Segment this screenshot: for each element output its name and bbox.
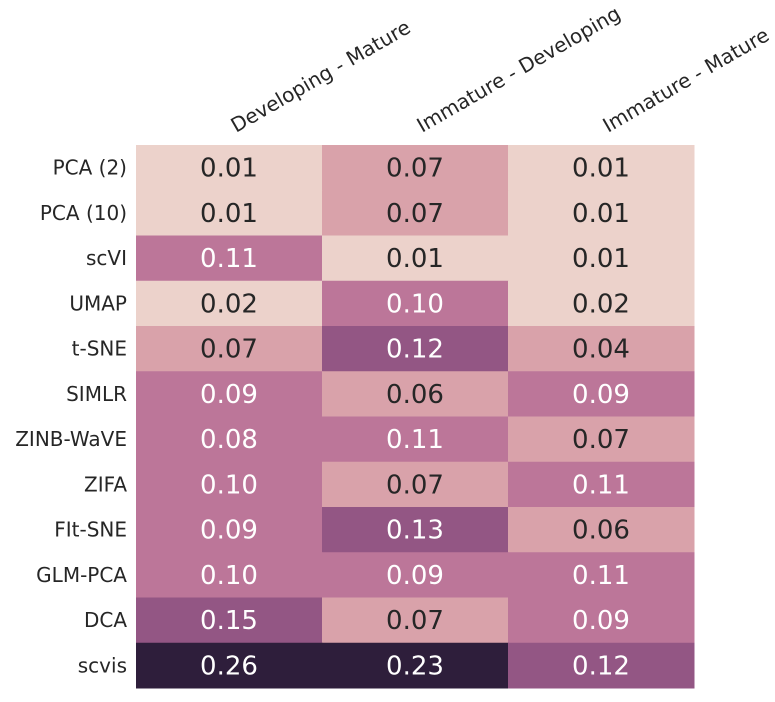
row-label-fit-sne: FIt-SNE	[54, 518, 127, 542]
cell-value-label: 0.01	[572, 244, 630, 274]
heatmap-cell-dca-3	[508, 597, 695, 644]
row-label-pca-2: PCA (2)	[53, 156, 127, 180]
heatmap-cell-glm-pca-3	[508, 552, 695, 598]
cell-value-label: 0.12	[386, 335, 444, 365]
cell-value-label: 0.13	[386, 516, 444, 546]
heatmap-cell-pca-10-3	[508, 190, 695, 236]
heatmap-cell-t-sne-2	[322, 326, 509, 372]
row-label-t-sne: t-SNE	[72, 337, 127, 361]
heatmap-cell-scvi-2	[322, 235, 509, 282]
heatmap-cell-umap-1	[136, 280, 323, 327]
cell-value-label: 0.10	[200, 470, 258, 500]
heatmap-cell-fit-sne-3	[508, 507, 695, 553]
heatmap-cells: 0.01 0.07 0.01 0.01 0.07 0.01 0.11 0.01 0.01 0.02…	[136, 145, 695, 689]
heatmap-cell-scvi-3	[508, 235, 695, 282]
row-labels: PCA (2) PCA (10) scVI UMAP t-SNE SIMLR ZINB-Wa…	[15, 156, 127, 678]
cell-value-label: 0.01	[572, 199, 630, 229]
cell-value-label: 0.11	[200, 244, 258, 274]
row-label-zinb-wave: ZINB-WaVE	[15, 427, 127, 451]
cell-value-label: 0.08	[200, 425, 258, 455]
cell-value-label: 0.11	[386, 425, 444, 455]
cell-value-label: 0.04	[572, 335, 630, 365]
cell-value-label: 0.09	[572, 380, 630, 410]
cell-value-label: 0.12	[572, 651, 630, 681]
heatmap-cell-umap-2	[322, 280, 509, 327]
heatmap-cell-simlr-1	[136, 371, 323, 417]
cell-value-label: 0.11	[572, 470, 630, 500]
row-label-simlr: SIMLR	[66, 382, 127, 406]
heatmap-cell-zifa-3	[508, 461, 695, 508]
cell-value-label: 0.01	[386, 244, 444, 274]
row-label-dca: DCA	[84, 608, 127, 632]
heatmap-cell-scvi-1	[136, 235, 323, 282]
column-label-immature-mature: Immature - Mature	[599, 23, 774, 138]
heatmap-cell-pca-2-1	[136, 145, 323, 191]
cell-value-label: 0.26	[200, 651, 258, 681]
heatmap-cell-zifa-1	[136, 461, 323, 508]
cell-value-label: 0.07	[572, 425, 630, 455]
heatmap-cell-fit-sne-2	[322, 507, 509, 553]
row-label-scvis: scvis	[78, 653, 127, 677]
heatmap-cell-t-sne-1	[136, 326, 323, 372]
row-label-pca-10: PCA (10)	[40, 201, 127, 225]
heatmap-cell-pca-10-1	[136, 190, 323, 236]
heatmap-cell-glm-pca-1	[136, 552, 323, 598]
cell-value-label: 0.10	[386, 289, 444, 319]
cell-value-label: 0.10	[200, 561, 258, 591]
cell-value-label: 0.02	[572, 289, 630, 319]
cell-value-label: 0.06	[386, 380, 444, 410]
heatmap-cell-fit-sne-1	[136, 507, 323, 553]
cell-value-label: 0.23	[386, 651, 444, 681]
heatmap-cell-pca-2-3	[508, 145, 695, 191]
row-label-zifa: ZIFA	[84, 472, 127, 496]
column-label-developing-mature: Developing - Mature	[227, 15, 415, 137]
heatmap-cell-zifa-2	[322, 461, 509, 508]
cell-value-label: 0.02	[200, 289, 258, 319]
cell-value-label: 0.07	[386, 606, 444, 636]
heatmap-cell-simlr-3	[508, 371, 695, 417]
cell-value-label: 0.06	[572, 516, 630, 546]
heatmap-cell-dca-2	[322, 597, 509, 644]
heatmap-cell-zinb-wave-1	[136, 416, 323, 463]
heatmap-cell-glm-pca-2	[322, 552, 509, 598]
heatmap-cell-scvis-1	[136, 642, 323, 689]
heatmap-cell-pca-2-2	[322, 145, 509, 191]
heatmap-cell-scvis-3	[508, 642, 695, 689]
cell-value-label: 0.07	[386, 470, 444, 500]
heatmap-cell-umap-3	[508, 280, 695, 327]
cell-value-label: 0.07	[386, 154, 444, 184]
row-label-scvi: scVI	[86, 246, 127, 270]
column-label-immature-developing: Immature - Developing	[413, 1, 625, 137]
cell-value-label: 0.01	[572, 154, 630, 184]
heatmap-cell-zinb-wave-2	[322, 416, 509, 463]
cell-value-label: 0.11	[572, 561, 630, 591]
cell-value-label: 0.15	[200, 606, 258, 636]
heatmap-cell-scvis-2	[322, 642, 509, 689]
heatmap-cell-dca-1	[136, 597, 323, 644]
heatmap-cell-pca-10-2	[322, 190, 509, 236]
heatmap-cell-zinb-wave-3	[508, 416, 695, 463]
heatmap-cell-t-sne-3	[508, 326, 695, 372]
cell-value-label: 0.09	[572, 606, 630, 636]
row-label-umap: UMAP	[69, 291, 127, 315]
row-label-glm-pca: GLM-PCA	[36, 563, 127, 587]
cell-value-label: 0.09	[200, 516, 258, 546]
cell-value-label: 0.09	[386, 561, 444, 591]
cell-value-label: 0.01	[200, 199, 258, 229]
cell-value-label: 0.07	[386, 199, 444, 229]
heatmap-cell-simlr-2	[322, 371, 509, 417]
cell-value-label: 0.09	[200, 380, 258, 410]
cell-value-label: 0.01	[200, 154, 258, 184]
cell-value-label: 0.07	[200, 335, 258, 365]
